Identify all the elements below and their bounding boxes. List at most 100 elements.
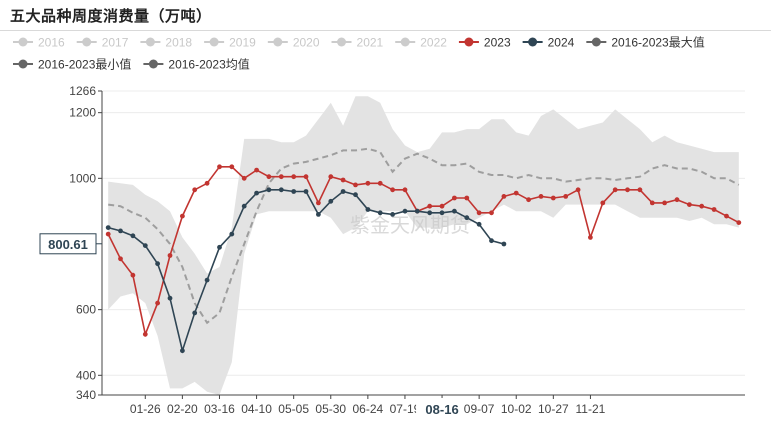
data-point[interactable]: [674, 197, 680, 203]
data-point[interactable]: [155, 300, 161, 306]
data-point[interactable]: [254, 190, 259, 196]
data-point[interactable]: [476, 210, 482, 216]
data-point[interactable]: [278, 174, 284, 180]
data-point[interactable]: [316, 200, 321, 206]
data-point[interactable]: [365, 180, 371, 186]
data-point[interactable]: [353, 182, 358, 188]
data-point[interactable]: [687, 202, 692, 208]
data-point[interactable]: [452, 195, 457, 201]
data-point[interactable]: [118, 228, 123, 234]
data-point[interactable]: [464, 215, 470, 221]
data-point[interactable]: [167, 253, 173, 258]
data-point[interactable]: [303, 174, 309, 180]
data-point[interactable]: [291, 174, 297, 180]
data-point[interactable]: [612, 187, 618, 193]
data-point[interactable]: [180, 348, 185, 354]
data-point[interactable]: [377, 210, 383, 216]
data-point[interactable]: [217, 164, 222, 170]
data-point[interactable]: [439, 210, 445, 216]
data-point[interactable]: [427, 210, 433, 216]
legend-item[interactable]: 2016-2023均值: [143, 57, 250, 72]
data-point[interactable]: [204, 180, 210, 186]
data-point[interactable]: [291, 189, 297, 194]
data-point[interactable]: [142, 243, 148, 249]
data-point[interactable]: [192, 187, 198, 193]
data-point[interactable]: [402, 208, 408, 214]
legend-item[interactable]: 2019: [204, 36, 256, 50]
data-point[interactable]: [142, 331, 148, 337]
data-point[interactable]: [180, 213, 185, 219]
data-point[interactable]: [278, 187, 284, 193]
legend-item[interactable]: 2022: [395, 36, 447, 50]
data-point[interactable]: [575, 187, 581, 193]
data-point[interactable]: [736, 220, 742, 226]
data-point[interactable]: [353, 192, 358, 198]
data-point[interactable]: [365, 207, 371, 212]
data-point[interactable]: [439, 203, 445, 209]
legend-item[interactable]: 2017: [76, 36, 129, 50]
data-point[interactable]: [526, 197, 531, 203]
data-point[interactable]: [105, 225, 111, 231]
legend-item[interactable]: 2016-2023最大值: [586, 35, 705, 50]
data-point[interactable]: [229, 164, 235, 170]
legend-item[interactable]: 2018: [140, 36, 192, 50]
data-point[interactable]: [316, 212, 321, 217]
data-point[interactable]: [563, 194, 569, 199]
data-point[interactable]: [476, 221, 482, 227]
legend-item[interactable]: 2024: [522, 36, 575, 50]
data-point[interactable]: [649, 200, 655, 206]
data-point[interactable]: [241, 175, 247, 181]
legend-label: 2016-2023最大值: [611, 35, 704, 50]
data-point[interactable]: [130, 233, 136, 239]
data-point[interactable]: [414, 208, 420, 214]
legend-item[interactable]: 2020: [267, 36, 320, 50]
data-point[interactable]: [513, 190, 519, 196]
data-point[interactable]: [538, 194, 544, 199]
data-point[interactable]: [105, 231, 111, 237]
data-point[interactable]: [328, 198, 334, 204]
data-point[interactable]: [662, 200, 667, 206]
data-point[interactable]: [464, 195, 470, 201]
data-point[interactable]: [130, 272, 136, 278]
data-point[interactable]: [217, 244, 222, 250]
data-point[interactable]: [550, 195, 556, 201]
data-point[interactable]: [402, 187, 408, 193]
data-point[interactable]: [625, 187, 630, 193]
data-point[interactable]: [637, 187, 643, 193]
axes: 340 400 600 1000 1200 1266 800.61 01-26 02-20 03-…: [39, 84, 745, 420]
data-point[interactable]: [266, 174, 272, 180]
data-point[interactable]: [266, 187, 272, 193]
data-point[interactable]: [340, 189, 346, 194]
data-point[interactable]: [118, 256, 123, 262]
data-point[interactable]: [501, 241, 507, 247]
data-point[interactable]: [600, 200, 606, 206]
data-point[interactable]: [452, 208, 457, 214]
data-point[interactable]: [328, 174, 334, 180]
data-point[interactable]: [390, 187, 395, 193]
data-point[interactable]: [724, 213, 729, 219]
data-point[interactable]: [377, 180, 383, 186]
x-tick-label: 10-27: [538, 402, 569, 416]
data-point[interactable]: [588, 235, 593, 240]
data-point[interactable]: [699, 203, 705, 209]
data-point[interactable]: [204, 277, 210, 283]
data-point[interactable]: [489, 238, 494, 244]
legend-item[interactable]: 2016: [13, 36, 65, 50]
data-point[interactable]: [229, 231, 235, 237]
data-point[interactable]: [254, 167, 259, 173]
data-point[interactable]: [155, 261, 161, 267]
data-point[interactable]: [427, 203, 433, 209]
data-point[interactable]: [501, 194, 507, 199]
legend-item[interactable]: 2016-2023最小值: [13, 57, 131, 72]
legend-item[interactable]: 2021: [331, 36, 384, 50]
data-point[interactable]: [192, 310, 198, 316]
data-point[interactable]: [711, 207, 717, 212]
legend-label: 2016: [38, 36, 65, 50]
data-point[interactable]: [303, 189, 309, 194]
legend-item[interactable]: 2023: [458, 36, 511, 50]
data-point[interactable]: [489, 210, 494, 216]
data-point[interactable]: [241, 203, 247, 209]
data-point[interactable]: [390, 212, 395, 217]
data-point[interactable]: [340, 177, 346, 183]
data-point[interactable]: [167, 295, 173, 301]
